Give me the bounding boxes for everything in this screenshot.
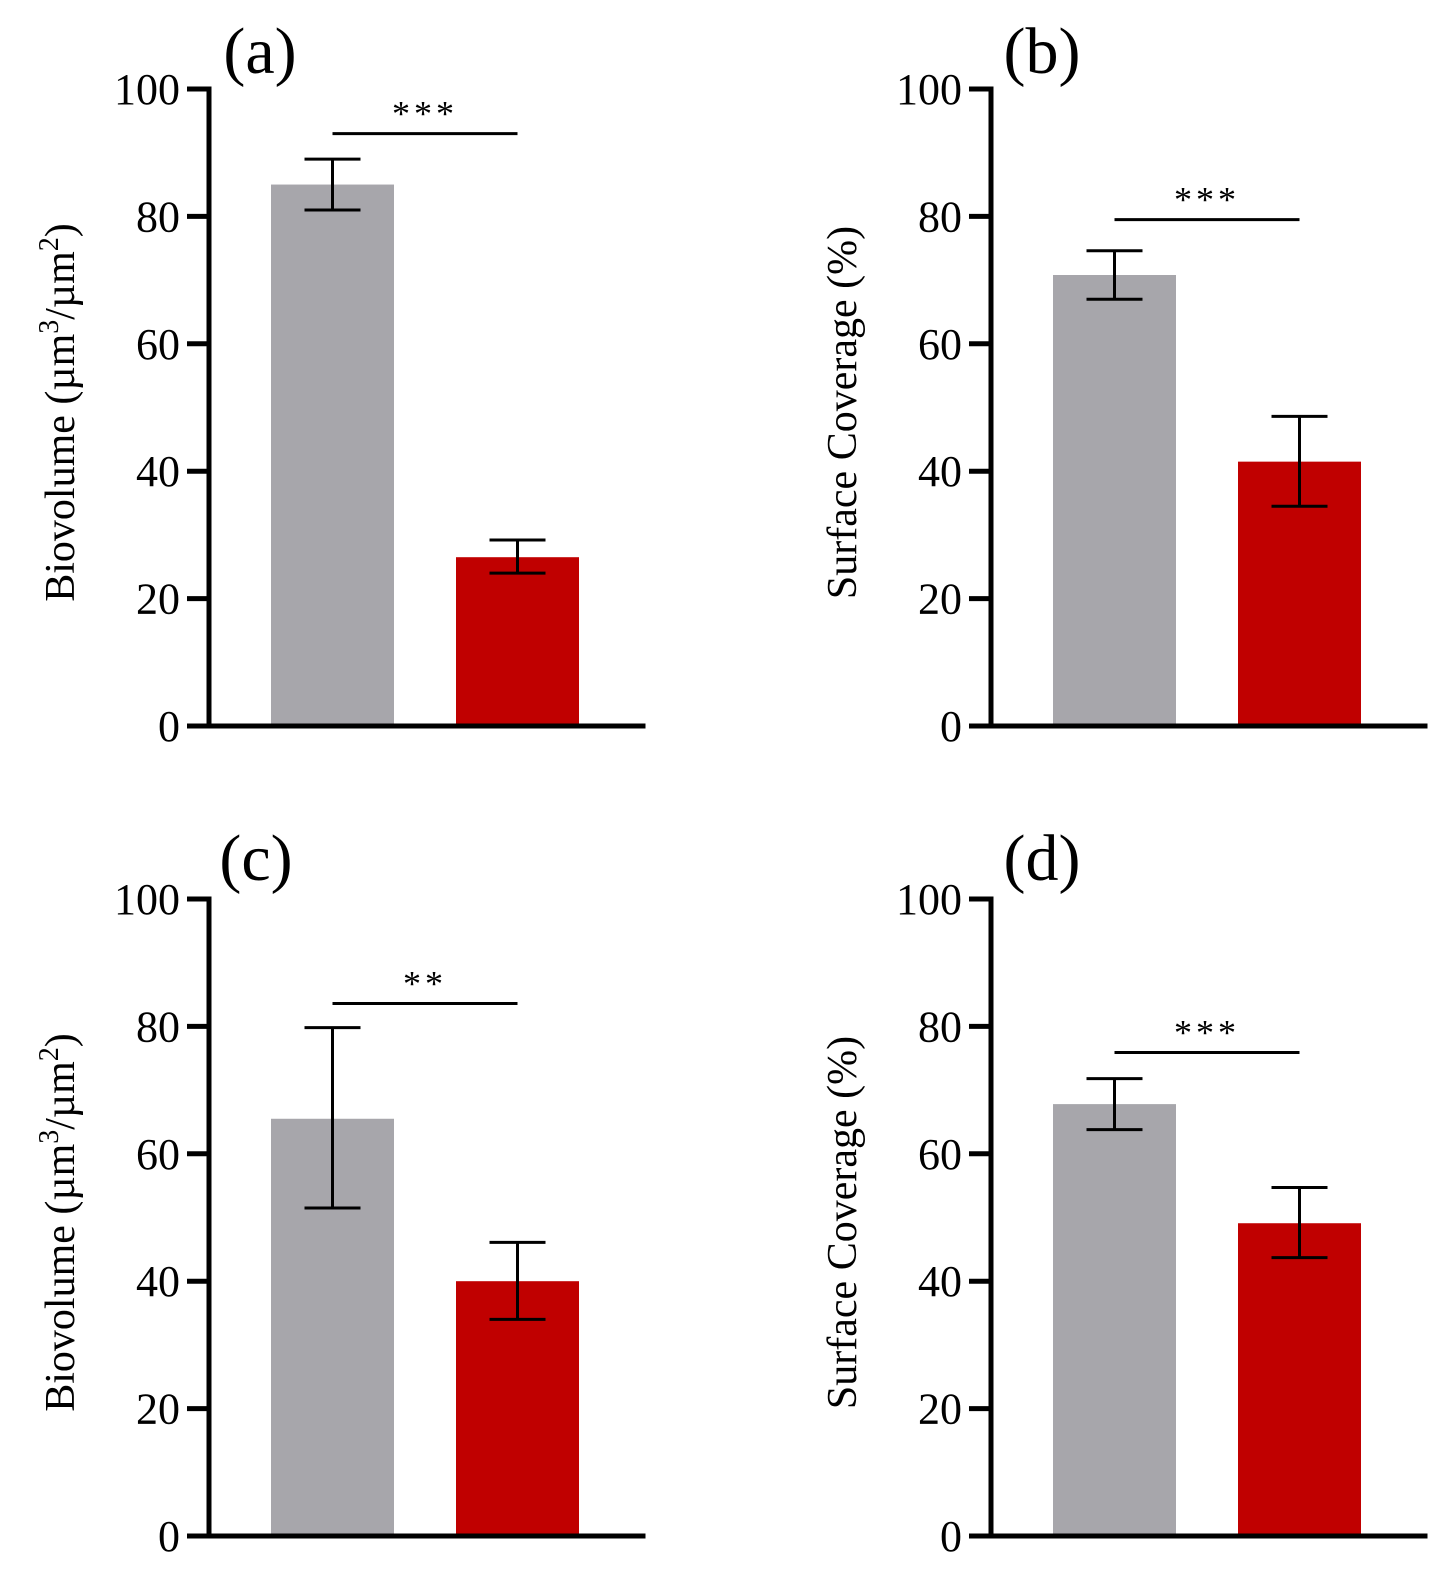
- significance-label: ***: [1174, 1013, 1240, 1053]
- significance-label: ***: [1174, 180, 1240, 220]
- chart-panel-2: (b) 0 20 40 60 80 100 Surface Coverage (%) ***: [820, 15, 1428, 751]
- y-tick-label: 0: [158, 1512, 180, 1561]
- bar-1: [271, 184, 394, 727]
- y-tick-label: 20: [918, 575, 962, 624]
- error-bar-1: [1086, 249, 1143, 301]
- y-tick-label: 100: [896, 875, 962, 924]
- y-tick-label: 20: [136, 1385, 180, 1434]
- y-axis-title: Biovolume (µm3/µm2): [34, 1033, 84, 1412]
- bar-2: [456, 557, 579, 726]
- bar-1: [1053, 275, 1176, 726]
- error-bar-1: [304, 1026, 361, 1210]
- error-bar-2: [1271, 1186, 1328, 1260]
- bar-1: [1053, 1104, 1176, 1536]
- axes: [206, 86, 646, 729]
- y-tick-label: 80: [136, 1002, 180, 1051]
- axes: [206, 896, 646, 1539]
- y-tick-label: 60: [136, 320, 180, 369]
- y-tick-label: 100: [114, 65, 180, 114]
- axes: [988, 896, 1428, 1539]
- panel-label: (b): [1004, 15, 1081, 88]
- error-bar-1: [1086, 1077, 1143, 1132]
- y-tick-label: 0: [158, 702, 180, 751]
- error-bar-1: [304, 157, 361, 212]
- bar-2: [1238, 1223, 1361, 1536]
- chart-panel-3: (c) 0 20 40 60 80 100 Biovolume (µm3/µm2) **: [34, 822, 646, 1561]
- y-tick-label: 20: [136, 575, 180, 624]
- y-tick-label: 0: [940, 702, 962, 751]
- significance-label: ***: [392, 94, 458, 134]
- chart-panel-1: (a) 0 20 40 60 80 100 Biovolume (µm3/µm2) ***: [34, 15, 646, 751]
- y-tick-label: 100: [114, 875, 180, 924]
- y-tick-label: 60: [918, 320, 962, 369]
- significance-label: **: [403, 963, 447, 1003]
- y-tick-label: 60: [136, 1130, 180, 1179]
- panel-label: (a): [223, 15, 296, 88]
- y-tick-label: 80: [136, 192, 180, 241]
- y-tick-label: 60: [918, 1130, 962, 1179]
- y-tick-label: 40: [918, 447, 962, 496]
- y-tick-label: 100: [896, 65, 962, 114]
- panel-label: (d): [1004, 822, 1081, 895]
- error-bar-2: [1271, 414, 1328, 508]
- y-axis-title: Surface Coverage (%): [820, 1036, 866, 1409]
- y-tick-label: 80: [918, 192, 962, 241]
- y-axis-title: Biovolume (µm3/µm2): [34, 223, 84, 602]
- error-bar-2: [489, 538, 546, 575]
- y-tick-label: 40: [136, 1257, 180, 1306]
- y-tick-label: 20: [918, 1385, 962, 1434]
- y-axis-title: Surface Coverage (%): [820, 226, 866, 599]
- y-tick-label: 40: [918, 1257, 962, 1306]
- error-bar-2: [489, 1240, 546, 1321]
- panel-label: (c): [219, 822, 292, 895]
- y-tick-label: 40: [136, 447, 180, 496]
- y-tick-label: 80: [918, 1002, 962, 1051]
- bar-2: [456, 1281, 579, 1536]
- axes: [988, 86, 1428, 729]
- y-tick-label: 0: [940, 1512, 962, 1561]
- chart-panel-4: (d) 0 20 40 60 80 100 Surface Coverage (%) ***: [820, 822, 1428, 1561]
